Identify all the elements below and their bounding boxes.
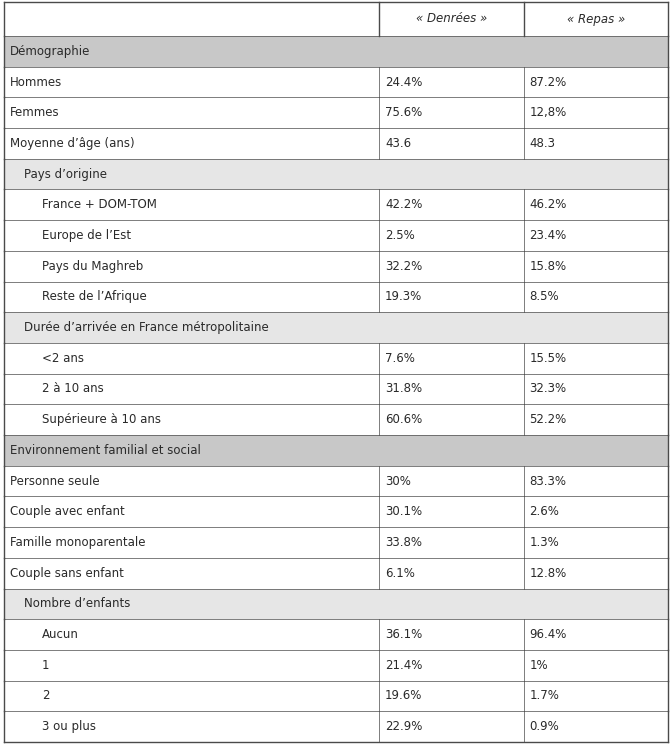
Text: 21.4%: 21.4% <box>385 658 423 672</box>
Text: 15.5%: 15.5% <box>530 352 566 365</box>
Bar <box>4 373 668 404</box>
Text: Supérieure à 10 ans: Supérieure à 10 ans <box>42 413 161 426</box>
Text: Famille monoparentale: Famille monoparentale <box>10 536 146 549</box>
Text: 75.6%: 75.6% <box>385 106 423 119</box>
Bar <box>4 404 668 435</box>
Text: 6.1%: 6.1% <box>385 567 415 580</box>
Text: « Repas »: « Repas » <box>566 13 625 25</box>
Text: 30.1%: 30.1% <box>385 505 422 519</box>
Text: 3 ou plus: 3 ou plus <box>42 720 96 733</box>
Text: 36.1%: 36.1% <box>385 628 423 641</box>
Text: Personne seule: Personne seule <box>10 475 99 487</box>
Text: 2.5%: 2.5% <box>385 229 415 242</box>
Text: Nombre d’enfants: Nombre d’enfants <box>24 597 130 610</box>
Text: « Denrées »: « Denrées » <box>416 13 487 25</box>
Text: 83.3%: 83.3% <box>530 475 566 487</box>
Bar <box>4 190 668 220</box>
Text: 2: 2 <box>42 690 50 702</box>
Bar <box>4 589 668 619</box>
Text: Hommes: Hommes <box>10 76 62 89</box>
Text: 2.6%: 2.6% <box>530 505 560 519</box>
Text: 8.5%: 8.5% <box>530 290 559 304</box>
Bar <box>4 67 668 97</box>
Text: 7.6%: 7.6% <box>385 352 415 365</box>
Bar <box>4 619 668 650</box>
Text: Couple sans enfant: Couple sans enfant <box>10 567 124 580</box>
Text: Durée d’arrivée en France métropolitaine: Durée d’arrivée en France métropolitaine <box>24 321 269 334</box>
Text: 15.8%: 15.8% <box>530 260 566 273</box>
Bar <box>4 2 668 36</box>
Text: 31.8%: 31.8% <box>385 382 422 396</box>
Text: 23.4%: 23.4% <box>530 229 566 242</box>
Text: 32.3%: 32.3% <box>530 382 566 396</box>
Text: Moyenne d’âge (ans): Moyenne d’âge (ans) <box>10 137 134 150</box>
Text: <2 ans: <2 ans <box>42 352 84 365</box>
Text: 1.7%: 1.7% <box>530 690 560 702</box>
Text: 96.4%: 96.4% <box>530 628 567 641</box>
Text: Femmes: Femmes <box>10 106 60 119</box>
Text: 52.2%: 52.2% <box>530 413 566 426</box>
Bar <box>4 435 668 466</box>
Text: 0.9%: 0.9% <box>530 720 559 733</box>
Text: Environnement familial et social: Environnement familial et social <box>10 444 201 457</box>
Bar <box>4 466 668 496</box>
Text: 2 à 10 ans: 2 à 10 ans <box>42 382 103 396</box>
Text: Europe de l’Est: Europe de l’Est <box>42 229 131 242</box>
Text: 30%: 30% <box>385 475 411 487</box>
Bar <box>4 558 668 589</box>
Text: 24.4%: 24.4% <box>385 76 423 89</box>
Bar <box>4 650 668 681</box>
Text: 22.9%: 22.9% <box>385 720 423 733</box>
Text: 1: 1 <box>42 658 50 672</box>
Text: 19.3%: 19.3% <box>385 290 423 304</box>
Text: 87.2%: 87.2% <box>530 76 566 89</box>
Text: 42.2%: 42.2% <box>385 199 423 211</box>
Text: 12.8%: 12.8% <box>530 567 566 580</box>
Text: Pays d’origine: Pays d’origine <box>24 167 107 181</box>
Bar <box>4 251 668 281</box>
Bar <box>4 681 668 711</box>
Bar <box>4 220 668 251</box>
Bar <box>4 312 668 343</box>
Text: 32.2%: 32.2% <box>385 260 423 273</box>
Text: 1%: 1% <box>530 658 548 672</box>
Text: Reste de l’Afrique: Reste de l’Afrique <box>42 290 146 304</box>
Text: 12,8%: 12,8% <box>530 106 566 119</box>
Bar <box>4 97 668 128</box>
Text: 43.6: 43.6 <box>385 137 411 150</box>
Bar <box>4 36 668 67</box>
Bar <box>4 128 668 158</box>
Text: 48.3: 48.3 <box>530 137 556 150</box>
Bar <box>4 343 668 373</box>
Bar <box>4 496 668 527</box>
Text: 46.2%: 46.2% <box>530 199 567 211</box>
Bar <box>4 711 668 742</box>
Bar <box>4 527 668 558</box>
Bar <box>4 158 668 190</box>
Text: Démographie: Démographie <box>10 45 90 58</box>
Text: 60.6%: 60.6% <box>385 413 423 426</box>
Text: Couple avec enfant: Couple avec enfant <box>10 505 125 519</box>
Bar <box>4 281 668 312</box>
Text: Aucun: Aucun <box>42 628 79 641</box>
Text: 33.8%: 33.8% <box>385 536 422 549</box>
Text: 19.6%: 19.6% <box>385 690 423 702</box>
Text: 1.3%: 1.3% <box>530 536 559 549</box>
Text: Pays du Maghreb: Pays du Maghreb <box>42 260 143 273</box>
Text: France + DOM-TOM: France + DOM-TOM <box>42 199 157 211</box>
